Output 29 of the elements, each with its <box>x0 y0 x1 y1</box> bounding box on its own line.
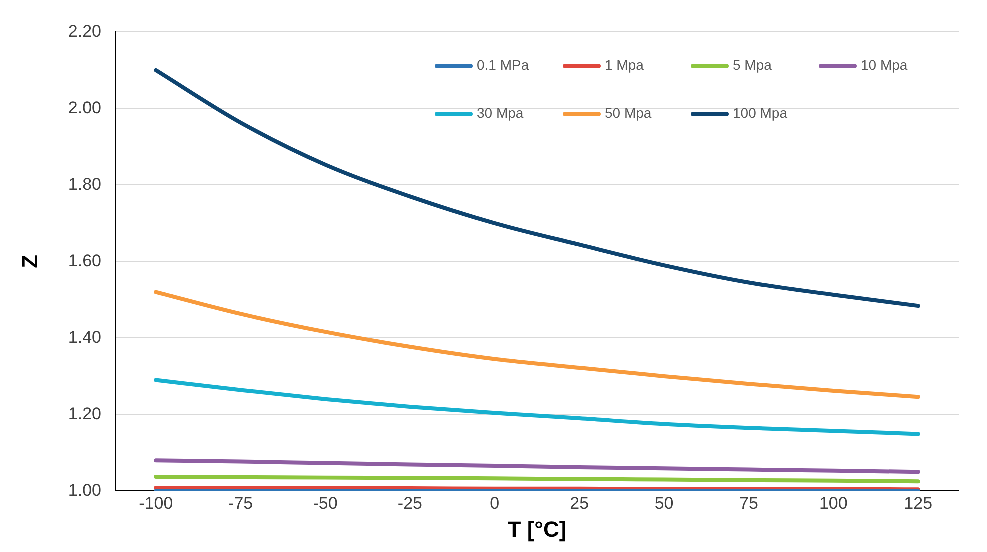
legend-label: 1 Mpa <box>605 57 644 74</box>
legend-label: 0.1 MPa <box>477 57 530 74</box>
x-tick-label: -50 <box>313 494 338 514</box>
y-tick-label: 1.20 <box>68 404 102 424</box>
x-tick-label: -100 <box>139 494 174 514</box>
legend-label: 100 Mpa <box>733 105 788 122</box>
legend-label: 50 Mpa <box>605 105 652 122</box>
y-axis-title: Z <box>17 254 42 268</box>
x-tick-label: 50 <box>654 494 674 514</box>
x-tick-label: -25 <box>398 494 422 514</box>
y-tick-label: 2.20 <box>68 22 102 41</box>
x-tick-label: -75 <box>228 494 254 514</box>
legend-label: 30 Mpa <box>477 105 524 122</box>
y-tick-label: 1.00 <box>68 480 102 500</box>
x-tick-label: 25 <box>570 494 590 514</box>
y-tick-label: 1.60 <box>68 251 102 270</box>
x-axis-title: T [°C] <box>508 516 567 542</box>
y-tick-label: 2.00 <box>68 98 102 118</box>
y-tick-label: 1.40 <box>68 328 102 347</box>
y-tick-label: 1.80 <box>68 174 102 194</box>
legend-label: 5 Mpa <box>733 57 772 74</box>
x-tick-label: 75 <box>740 494 758 514</box>
x-tick-label: 100 <box>819 494 848 514</box>
line-series <box>154 378 920 436</box>
line-series <box>154 458 920 474</box>
x-tick-label: 125 <box>904 494 933 514</box>
legend-label: 10 Mpa <box>861 57 908 74</box>
x-tick-label: 0 <box>490 494 500 514</box>
line-series <box>154 290 920 400</box>
